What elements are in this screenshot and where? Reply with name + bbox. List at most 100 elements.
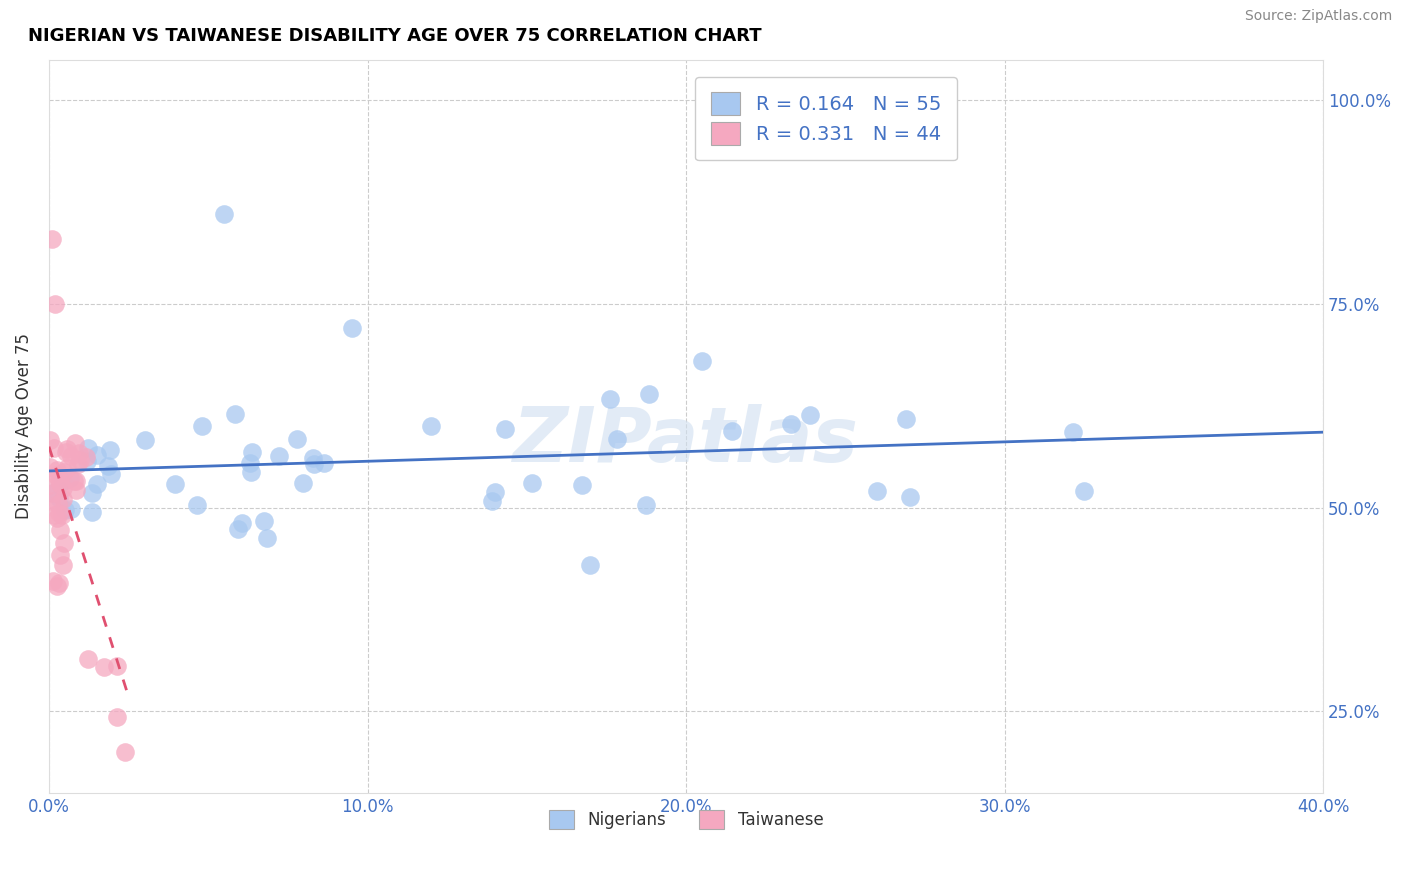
Point [55, 445, 77, 459]
Point [721, 424, 744, 438]
Point [46, 511, 69, 525]
Point [599, 392, 621, 406]
Point [105, 710, 128, 724]
Point [191, 419, 214, 434]
Point [41, 486, 63, 500]
Point [1062, 425, 1084, 440]
Point [66, 457, 89, 471]
Point [240, 466, 263, 480]
Point [302, 457, 325, 471]
Point [38, 477, 60, 491]
Point [606, 433, 628, 447]
Point [163, 476, 186, 491]
Text: Source: ZipAtlas.com: Source: ZipAtlas.com [1244, 9, 1392, 23]
Point [39, 494, 62, 508]
Point [55, 461, 77, 475]
Point [494, 421, 516, 435]
Point [48, 506, 70, 520]
Point [52, 536, 75, 550]
Point [579, 558, 602, 572]
Point [98, 442, 121, 457]
Point [571, 478, 593, 492]
Point [63, 475, 86, 489]
Point [44, 442, 66, 456]
Point [224, 407, 246, 421]
Point [46, 497, 69, 511]
Point [49, 524, 72, 538]
Point [76, 651, 98, 665]
Point [97, 459, 120, 474]
Point [86, 448, 108, 462]
Point [52, 558, 75, 572]
Point [42, 574, 65, 589]
Point [80, 486, 103, 500]
Point [1073, 484, 1095, 499]
Point [76, 454, 98, 468]
Point [520, 476, 543, 491]
Point [226, 522, 249, 536]
Point [638, 387, 661, 401]
Point [56, 442, 79, 457]
Point [59, 449, 82, 463]
Point [42, 508, 65, 523]
Point [231, 516, 253, 531]
Point [41, 232, 63, 246]
Point [41, 485, 63, 500]
Point [69, 453, 91, 467]
Point [59, 470, 82, 484]
Point [44, 297, 66, 311]
Point [779, 417, 801, 432]
Point [420, 419, 443, 434]
Point [690, 354, 713, 368]
Text: ZIPatlas: ZIPatlas [513, 404, 859, 478]
Point [239, 457, 262, 471]
Point [302, 450, 325, 465]
Point [86, 477, 108, 491]
Point [80, 505, 103, 519]
Point [65, 474, 87, 488]
Point [53, 503, 76, 517]
Point [38, 460, 60, 475]
Point [107, 658, 129, 673]
Point [52, 474, 75, 488]
Point [45, 579, 67, 593]
Point [77, 442, 100, 456]
Point [93, 660, 115, 674]
Point [48, 491, 70, 505]
Point [75, 450, 97, 464]
Y-axis label: Disability Age Over 75: Disability Age Over 75 [15, 333, 32, 519]
Point [48, 575, 70, 590]
Point [212, 207, 235, 221]
Point [53, 466, 76, 480]
Point [253, 514, 276, 528]
Point [634, 498, 657, 512]
Point [866, 484, 889, 499]
Point [898, 490, 921, 504]
Point [39, 433, 62, 447]
Point [114, 745, 136, 759]
Point [45, 468, 67, 483]
Point [49, 477, 72, 491]
Point [100, 467, 122, 482]
Point [799, 408, 821, 422]
Point [484, 484, 506, 499]
Point [65, 436, 87, 450]
Text: NIGERIAN VS TAIWANESE DISABILITY AGE OVER 75 CORRELATION CHART: NIGERIAN VS TAIWANESE DISABILITY AGE OVE… [28, 27, 762, 45]
Point [51, 508, 73, 522]
Point [291, 475, 314, 490]
Point [312, 456, 335, 470]
Point [285, 432, 308, 446]
Point [52, 491, 75, 506]
Point [49, 548, 72, 562]
Point [60, 502, 83, 516]
Point [894, 411, 917, 425]
Point [240, 444, 263, 458]
Point [134, 434, 156, 448]
Point [481, 494, 503, 508]
Point [256, 531, 278, 545]
Legend: Nigerians, Taiwanese: Nigerians, Taiwanese [543, 803, 830, 836]
Point [65, 483, 87, 498]
Point [186, 498, 208, 512]
Point [52, 482, 75, 496]
Point [67, 446, 90, 460]
